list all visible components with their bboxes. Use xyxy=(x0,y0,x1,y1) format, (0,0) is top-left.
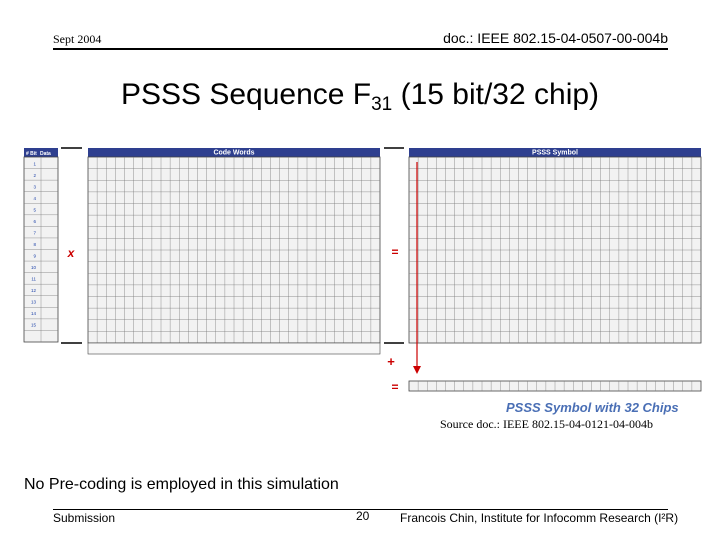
symbol-header-bg xyxy=(409,148,701,157)
header-doc-id: doc.: IEEE 802.15-04-0507-00-004b xyxy=(443,30,668,46)
footer-submission: Submission xyxy=(53,511,116,525)
symbol-header-label: PSSS Symbol xyxy=(532,150,578,157)
bit-row-number: 11 xyxy=(31,277,36,282)
equals-operator: = xyxy=(391,245,398,259)
bit-row-number: 8 xyxy=(33,242,36,247)
bit-row-number: 15 xyxy=(31,323,37,328)
bit-row-number: 6 xyxy=(33,219,36,224)
source-note: Source doc.: IEEE 802.15-04-0121-04-004b xyxy=(440,417,653,431)
slide-title: PSSS Sequence F31 (15 bit/32 chip) xyxy=(0,78,720,116)
bit-row-number: 12 xyxy=(31,288,37,293)
figure-caption: PSSS Symbol with 32 Chips xyxy=(506,400,679,415)
bit-row-number: 3 xyxy=(33,185,36,190)
bit-header-label: # Bit xyxy=(26,151,37,157)
bit-row-number: 4 xyxy=(33,196,36,201)
result-equals-operator: = xyxy=(391,380,398,394)
plus-operator: + xyxy=(387,354,395,369)
bit-data-header-bg xyxy=(24,148,58,157)
title-rest: (15 bit/32 chip) xyxy=(392,78,600,111)
data-header-label: Data xyxy=(40,151,51,157)
page-number: 20 xyxy=(356,509,370,523)
bit-row-number: 2 xyxy=(33,173,36,178)
header-date: Sept 2004 xyxy=(53,32,102,46)
sum-arrow-head xyxy=(413,366,421,374)
bit-row-number: 14 xyxy=(31,311,37,316)
simulation-note: No Pre-coding is employed in this simula… xyxy=(24,476,339,493)
header-rule xyxy=(53,48,668,50)
bit-row-number: 1 xyxy=(33,162,36,167)
codewords-index-row xyxy=(87,342,381,355)
multiply-operator: x xyxy=(67,246,76,260)
codewords-header-label: Code Words xyxy=(213,150,254,157)
bit-row-number: 10 xyxy=(31,265,37,270)
bit-row-number: 5 xyxy=(33,208,36,213)
footer-author: Francois Chin, Institute for Infocomm Re… xyxy=(400,511,679,525)
footer-rule xyxy=(53,509,668,510)
bit-row-number: 9 xyxy=(33,254,36,259)
title-subscript: 31 xyxy=(371,94,393,115)
title-main: PSSS Sequence F xyxy=(120,78,372,111)
codewords-header-bg xyxy=(88,148,380,157)
bit-row-number: 7 xyxy=(33,231,36,236)
bit-row-number: 13 xyxy=(31,300,37,305)
